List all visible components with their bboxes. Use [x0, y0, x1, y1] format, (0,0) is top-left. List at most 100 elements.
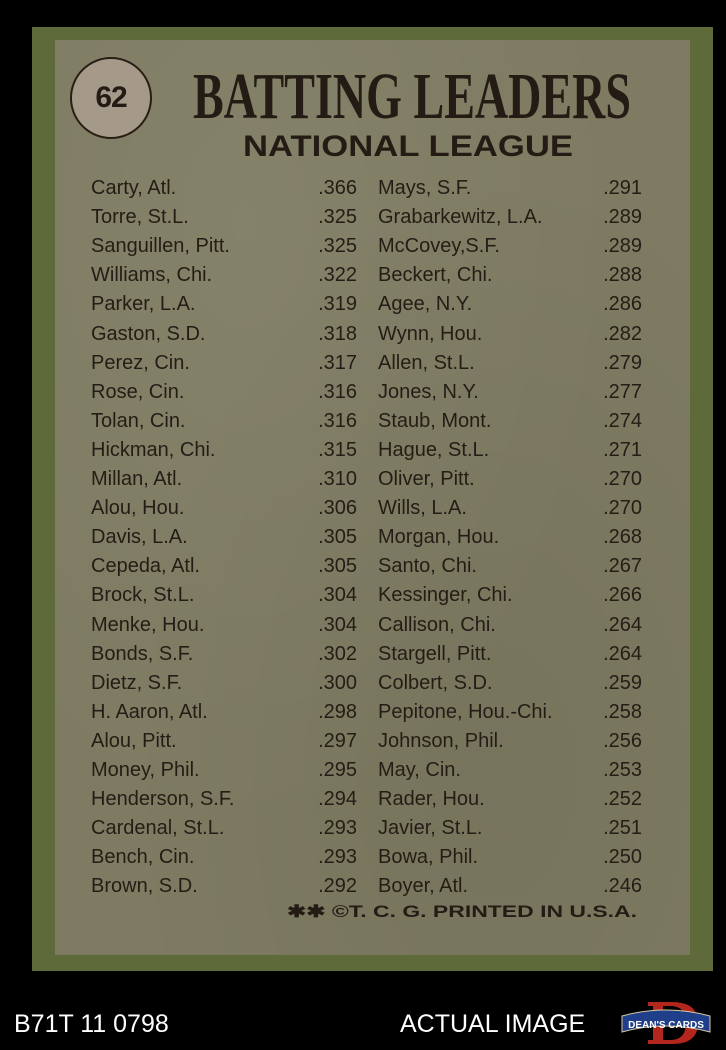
batting-average: .310 — [318, 468, 357, 490]
leader-row: Tolan, Cin. .316 — [91, 407, 357, 436]
player-name: Davis, L.A. — [91, 526, 188, 549]
player-name: Torre, St.L. — [91, 206, 189, 229]
batting-average: .271 — [603, 438, 642, 461]
batting-average: .266 — [603, 584, 642, 607]
leader-row: Dietz, S.F. .300 — [91, 669, 357, 698]
batting-average: .259 — [603, 671, 642, 694]
leader-row: Morgan, Hou. .268 — [378, 523, 642, 552]
player-name: Tolan, Cin. — [91, 409, 186, 432]
player-name: Hague, St.L. — [378, 438, 490, 461]
batting-average: .297 — [318, 729, 357, 752]
leader-row: Sanguillen, Pitt. .325 — [91, 232, 357, 261]
player-name: Jones, N.Y. — [378, 380, 479, 403]
batting-average: .268 — [603, 526, 642, 549]
leader-row: Wills, L.A. .270 — [378, 494, 642, 523]
player-name: McCovey,S.F. — [378, 235, 500, 258]
player-name: Callison, Chi. — [378, 613, 496, 636]
batting-average: .264 — [603, 613, 642, 636]
player-name: Pepitone, Hou.-Chi. — [378, 700, 553, 723]
batting-average: .302 — [318, 642, 357, 665]
player-name: Brown, S.D. — [91, 875, 198, 898]
player-name: Agee, N.Y. — [378, 293, 473, 316]
leader-row: Jones, N.Y. .277 — [378, 378, 642, 407]
leader-row: Mays, S.F. .291 — [378, 174, 642, 203]
batting-average: .305 — [318, 526, 357, 549]
player-name: Millan, Atl. — [91, 468, 183, 490]
leader-row: Agee, N.Y. .286 — [378, 290, 642, 319]
leader-row: Alou, Pitt. .297 — [91, 727, 357, 756]
leader-row: Perez, Cin. .317 — [91, 349, 357, 378]
leader-row: McCovey,S.F. .289 — [378, 232, 642, 261]
leader-row: Henderson, S.F. .294 — [91, 785, 357, 814]
leader-row: Santo, Chi. .267 — [378, 552, 642, 581]
leader-row: Rader, Hou. .252 — [378, 785, 642, 814]
card-subtitle: NATIONAL LEAGUE — [243, 130, 573, 162]
batting-average: .316 — [318, 380, 357, 403]
batting-average: .289 — [603, 235, 642, 258]
batting-average: .306 — [318, 497, 357, 520]
batting-average: .304 — [318, 613, 357, 636]
leader-row: Parker, L.A. .319 — [91, 290, 357, 319]
player-name: Beckert, Chi. — [378, 264, 493, 287]
leader-row: H. Aaron, Atl. .298 — [91, 698, 357, 727]
player-name: Santo, Chi. — [378, 555, 477, 578]
leader-row: Johnson, Phil. .256 — [378, 727, 642, 756]
batting-average: .295 — [318, 759, 357, 781]
player-name: Allen, St.L. — [378, 351, 475, 374]
player-name: Morgan, Hou. — [378, 526, 500, 549]
leader-row: Stargell, Pitt. .264 — [378, 640, 642, 669]
batting-average: .274 — [603, 409, 642, 432]
subtitle-svg: NATIONAL LEAGUE — [243, 130, 573, 162]
leader-row: Colbert, S.D. .259 — [378, 669, 642, 698]
leader-row: Torre, St.L. .325 — [91, 203, 357, 232]
leader-row: Carty, Atl. .366 — [91, 174, 357, 203]
batting-average: .267 — [603, 555, 642, 578]
player-name: Oliver, Pitt. — [378, 468, 475, 490]
player-name: Williams, Chi. — [91, 264, 213, 287]
batting-average: .325 — [318, 235, 357, 258]
player-name: Wynn, Hou. — [378, 322, 483, 345]
card-title: BATTING LEADERS — [193, 62, 631, 124]
batting-average: .270 — [603, 468, 642, 490]
leader-row: Bowa, Phil. .250 — [378, 843, 642, 872]
player-name: Johnson, Phil. — [378, 729, 504, 752]
batting-average: .293 — [318, 846, 357, 869]
leader-row: Menke, Hou. .304 — [91, 611, 357, 640]
batting-average: .317 — [318, 351, 357, 374]
player-name: Gaston, S.D. — [91, 322, 206, 345]
batting-average: .298 — [318, 700, 357, 723]
leader-row: Callison, Chi. .264 — [378, 611, 642, 640]
leader-row: Hague, St.L. .271 — [378, 436, 642, 465]
leader-row: Brown, S.D. .292 — [91, 872, 357, 901]
leader-row: Millan, Atl. .310 — [91, 465, 357, 494]
leader-row: May, Cin. .253 — [378, 756, 642, 785]
leader-row: Brock, St.L. .304 — [91, 581, 357, 610]
player-name: Javier, St.L. — [378, 817, 483, 840]
player-name: Mays, S.F. — [378, 177, 472, 199]
player-name: Rose, Cin. — [91, 380, 185, 403]
player-name: Menke, Hou. — [91, 613, 205, 636]
player-name: Henderson, S.F. — [91, 788, 235, 811]
batting-average: .258 — [603, 700, 642, 723]
leader-row: Pepitone, Hou.-Chi. .258 — [378, 698, 642, 727]
player-name: Dietz, S.F. — [91, 671, 183, 694]
player-name: Brock, St.L. — [91, 584, 195, 607]
batting-average: .316 — [318, 409, 357, 432]
player-name: Bonds, S.F. — [91, 642, 194, 665]
batting-average: .288 — [603, 264, 642, 287]
inventory-id: B71T 11 0798 — [14, 1010, 169, 1038]
leader-row: Beckert, Chi. .288 — [378, 261, 642, 290]
player-name: Bowa, Phil. — [378, 846, 479, 869]
card-number-badge: 62 — [70, 57, 152, 139]
player-name: Sanguillen, Pitt. — [91, 235, 230, 258]
leader-row: Staub, Mont. .274 — [378, 407, 642, 436]
batting-average: .270 — [603, 497, 642, 520]
batting-average: .264 — [603, 642, 642, 665]
batting-average: .250 — [603, 846, 642, 869]
leader-row: Cepeda, Atl. .305 — [91, 552, 357, 581]
leader-row: Javier, St.L. .251 — [378, 814, 642, 843]
player-name: Kessinger, Chi. — [378, 584, 513, 607]
leader-row: Money, Phil. .295 — [91, 756, 357, 785]
batting-average: .318 — [318, 322, 357, 345]
player-name: Money, Phil. — [91, 759, 200, 781]
